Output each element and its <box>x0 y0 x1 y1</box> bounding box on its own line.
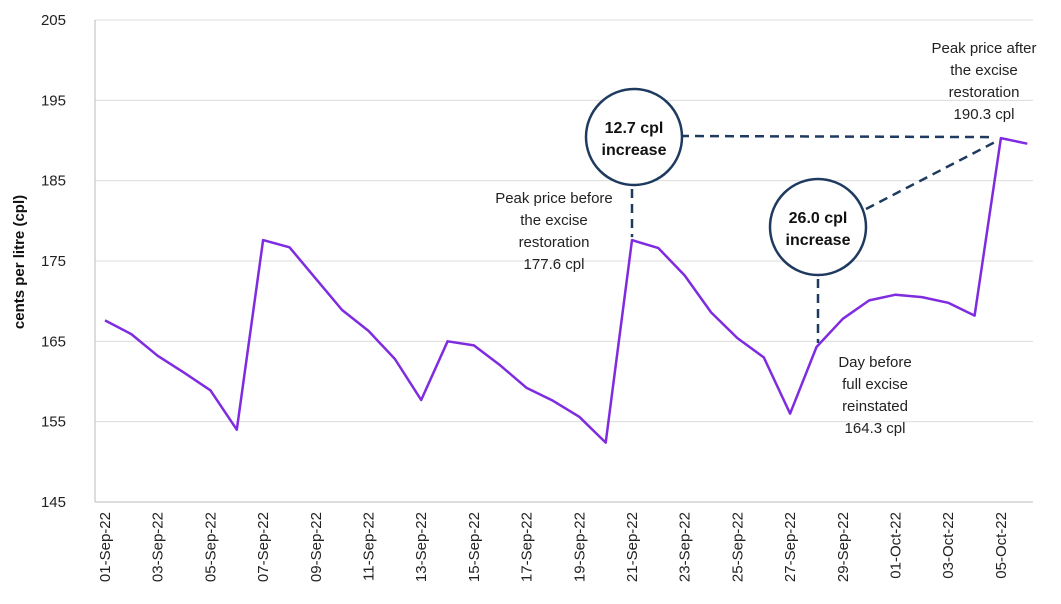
connector-diagonal <box>865 140 996 211</box>
y-tick-label: 155 <box>41 414 66 431</box>
callout-26-0-text: increase <box>786 232 851 249</box>
annotation-peak-after: the excise <box>950 62 1018 79</box>
annotation-peak-after: restoration <box>949 84 1020 101</box>
annotation-peak-after: 190.3 cpl <box>954 106 1015 123</box>
annotation-peak-before: restoration <box>519 234 590 251</box>
annotation-peak-before: 177.6 cpl <box>524 256 585 273</box>
x-tick-label: 03-Oct-22 <box>940 512 957 579</box>
x-tick-label: 19-Sep-22 <box>571 512 588 582</box>
callout-26-0-text: 26.0 cpl <box>789 210 848 227</box>
y-axis-ticks: 145 155 165 175 185 195 205 <box>41 12 66 511</box>
y-tick-label: 195 <box>41 92 66 109</box>
y-tick-label: 145 <box>41 494 66 511</box>
x-tick-label: 21-Sep-22 <box>624 512 641 582</box>
x-tick-label: 11-Sep-22 <box>361 512 378 581</box>
x-tick-label: 27-Sep-22 <box>782 512 799 582</box>
x-tick-label: 09-Sep-22 <box>308 512 325 582</box>
x-tick-label: 29-Sep-22 <box>835 512 852 582</box>
annotation-day-before: Day before <box>838 354 911 371</box>
x-tick-label: 17-Sep-22 <box>519 512 536 582</box>
x-tick-label: 05-Sep-22 <box>202 512 219 582</box>
annotation-peak-before: Peak price before <box>495 190 613 207</box>
annotation-day-before: full excise <box>842 376 908 393</box>
x-axis-ticks: 01-Sep-22 03-Sep-22 05-Sep-22 07-Sep-22 09-S… <box>97 512 1010 582</box>
callout-26-0-circle <box>768 177 868 277</box>
callout-connectors <box>630 134 996 343</box>
annotation-peak-after: Peak price after <box>931 40 1036 57</box>
callout-12-7-text: 12.7 cpl <box>605 120 664 137</box>
y-tick-label: 185 <box>41 173 66 190</box>
x-tick-label: 05-Oct-22 <box>993 512 1010 579</box>
connector-horizontal <box>679 134 991 139</box>
x-tick-label: 25-Sep-22 <box>729 512 746 582</box>
x-tick-label: 01-Sep-22 <box>97 512 114 582</box>
annotation-peak-before: the excise <box>520 212 588 229</box>
series-line <box>104 136 1028 444</box>
y-tick-label: 175 <box>41 253 66 270</box>
x-tick-label: 01-Oct-22 <box>888 512 905 579</box>
callout-12-7-text: increase <box>602 142 667 159</box>
x-tick-label: 23-Sep-22 <box>677 512 694 582</box>
gridlines <box>95 19 1033 423</box>
x-tick-label: 03-Sep-22 <box>150 512 167 582</box>
callout-12-7-circle <box>584 87 684 187</box>
x-tick-label: 13-Sep-22 <box>413 512 430 582</box>
y-axis-label: cents per litre (cpl) <box>11 195 28 329</box>
x-tick-label: 07-Sep-22 <box>255 512 272 582</box>
annotation-day-before: reinstated <box>842 398 908 415</box>
annotation-day-before: 164.3 cpl <box>845 420 906 437</box>
y-tick-label: 165 <box>41 333 66 350</box>
annotations: Peak price before the excise restoration 17… <box>495 40 1036 437</box>
x-tick-label: 15-Sep-22 <box>466 512 483 582</box>
y-tick-label: 205 <box>41 12 66 29</box>
